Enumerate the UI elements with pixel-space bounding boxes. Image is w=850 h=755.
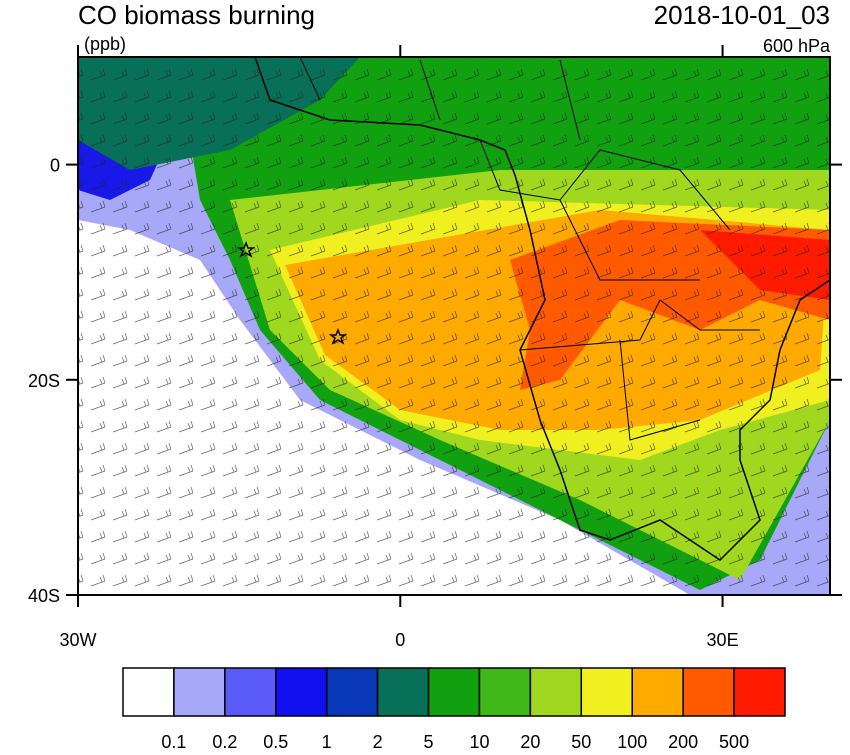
colorbar-label: 10 [469, 732, 489, 750]
colorbar-label: 20 [520, 732, 540, 750]
map-frame [77, 56, 831, 596]
colorbar: 0.1 0.2 0.5 1 2 5 10 20 50 100 200 500 [122, 667, 786, 752]
colorbar-swatch [682, 667, 735, 717]
colorbar-swatch [427, 667, 481, 717]
y-tick-label: 0 [50, 156, 60, 176]
x-tick-label: 0 [395, 630, 405, 650]
colorbar-swatch [580, 667, 633, 717]
y-tick-label: 40S [28, 586, 60, 606]
colorbar-swatch [122, 667, 175, 717]
level-label: 600 hPa [763, 36, 831, 56]
colorbar-swatch [376, 667, 430, 717]
colorbar-swatch [173, 667, 226, 717]
colorbar-label: 0.1 [161, 732, 186, 750]
colorbar-label: 50 [571, 732, 591, 750]
colorbar-swatch [631, 667, 684, 717]
colorbar-label: 5 [424, 732, 434, 750]
colorbar-label: 100 [617, 732, 647, 750]
map-title: CO biomass burning [78, 0, 315, 30]
colorbar-swatch [733, 667, 786, 717]
colorbar-label: 1 [322, 732, 332, 750]
axes: 30W 0 30E 0 20S 40S [28, 45, 842, 650]
colorbar-label: 0.5 [263, 732, 288, 750]
colorbar-label: 2 [373, 732, 383, 750]
colorbar-swatch [478, 667, 532, 717]
colorbar-label: 500 [719, 732, 749, 750]
x-tick-label: 30E [707, 630, 739, 650]
map-field [78, 57, 830, 595]
colorbar-swatch [224, 667, 277, 717]
colorbar-swatch [275, 667, 328, 717]
colorbar-label: 200 [668, 732, 698, 750]
colorbar-label: 0.2 [212, 732, 237, 750]
time-label: 2018-10-01_03 [654, 0, 830, 30]
colorbar-swatch [529, 667, 583, 717]
x-tick-label: 30W [59, 630, 96, 650]
units: (ppb) [84, 34, 126, 54]
y-tick-label: 20S [28, 371, 60, 391]
colorbar-swatch [325, 667, 379, 717]
